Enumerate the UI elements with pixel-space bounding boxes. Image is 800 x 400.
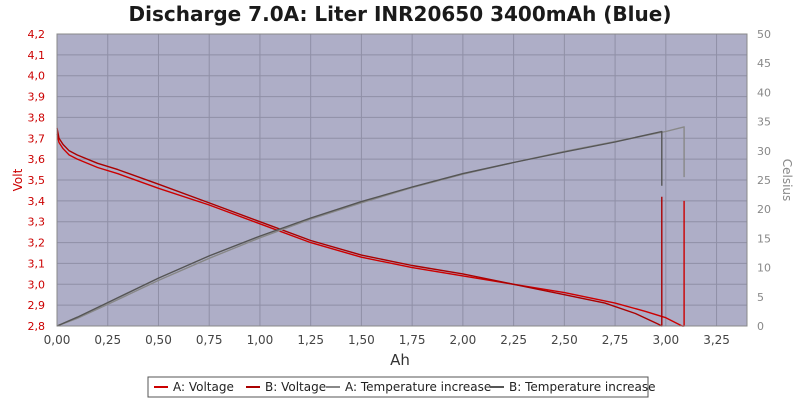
series-line-1 — [56, 133, 685, 327]
y-tick-label: 4,1 — [28, 49, 46, 62]
y2-tick-label: 40 — [757, 86, 771, 99]
x-tick-label: 1,25 — [297, 333, 324, 347]
legend-label: B: Voltage — [265, 380, 326, 394]
y2-tick-label: 50 — [757, 28, 771, 41]
y-axis-title: Volt — [11, 168, 25, 191]
x-tick-label: 0,50 — [145, 333, 172, 347]
y-tick-label: 3,9 — [28, 91, 46, 104]
y-tick-label: 4,0 — [28, 70, 46, 83]
y-axis-ticks: 2,8 2,9 3,0 3,1 3,2 3,3 3,4 3,5 3,6 3,7 3,8 3,9 4,0 4… — [28, 28, 46, 333]
y-tick-label: 3,5 — [28, 174, 46, 187]
y-tick-label: 3,3 — [28, 216, 46, 229]
x-tick-label: 0,25 — [94, 333, 121, 347]
legend-box — [147, 376, 649, 398]
x-tick-label: 2,25 — [500, 333, 527, 347]
y-tick-label: 3,0 — [28, 278, 46, 291]
y-tick-label: 3,7 — [28, 132, 46, 145]
x-tick-label: 1,50 — [348, 333, 375, 347]
x-tick-label: 0,00 — [44, 333, 71, 347]
y2-tick-label: 0 — [757, 320, 764, 333]
chart-title: Discharge 7.0A: Liter INR20650 3400mAh (… — [129, 2, 672, 26]
y-tick-label: 3,6 — [28, 153, 46, 166]
x-tick-label: 1,75 — [399, 333, 426, 347]
y2-tick-label: 35 — [757, 116, 771, 129]
legend-label: B: Temperature increase — [509, 380, 656, 394]
x-axis-ticks: 0,00 0,25 0,50 0,75 1,00 1,25 1,50 1,75 2,00 2,25… — [44, 333, 730, 347]
y-tick-label: 2,8 — [28, 320, 46, 333]
x-tick-label: 3,25 — [703, 333, 730, 347]
series-line-2 — [56, 127, 663, 327]
y2-tick-label: 45 — [757, 57, 771, 70]
y2-tick-label: 15 — [757, 232, 771, 245]
x-tick-label: 1,00 — [247, 333, 274, 347]
y2-tick-label: 30 — [757, 145, 771, 158]
legend-label: A: Voltage — [173, 380, 234, 394]
y-tick-label: 3,4 — [28, 195, 46, 208]
x-tick-label: 2,00 — [450, 333, 477, 347]
x-tick-label: 2,50 — [551, 333, 578, 347]
legend-label: A: Temperature increase — [345, 380, 491, 394]
y-tick-label: 2,9 — [28, 299, 46, 312]
series-lines — [56, 126, 685, 327]
y2-axis-title: Celsius — [780, 159, 794, 202]
y2-tick-label: 10 — [757, 262, 771, 275]
y-tick-label: 3,2 — [28, 237, 46, 250]
y2-tick-label: 25 — [757, 174, 771, 187]
y2-tick-label: 5 — [757, 291, 764, 304]
y-tick-label: 3,1 — [28, 257, 46, 270]
x-tick-label: 0,75 — [196, 333, 223, 347]
y2-axis-ticks: 0 5 10 15 20 25 30 35 40 45 50 — [757, 28, 771, 333]
y-tick-label: 3,8 — [28, 111, 46, 124]
x-tick-label: 3,00 — [652, 333, 679, 347]
y-tick-label: 4,2 — [28, 28, 46, 41]
series-line-4 — [56, 130, 663, 327]
x-tick-label: 2,75 — [602, 333, 629, 347]
y2-tick-label: 20 — [757, 203, 771, 216]
x-axis-title: Ah — [390, 351, 410, 369]
plot-border — [56, 33, 748, 327]
legend: A: Voltage B: Voltage A: Temperature incre… — [154, 380, 656, 394]
